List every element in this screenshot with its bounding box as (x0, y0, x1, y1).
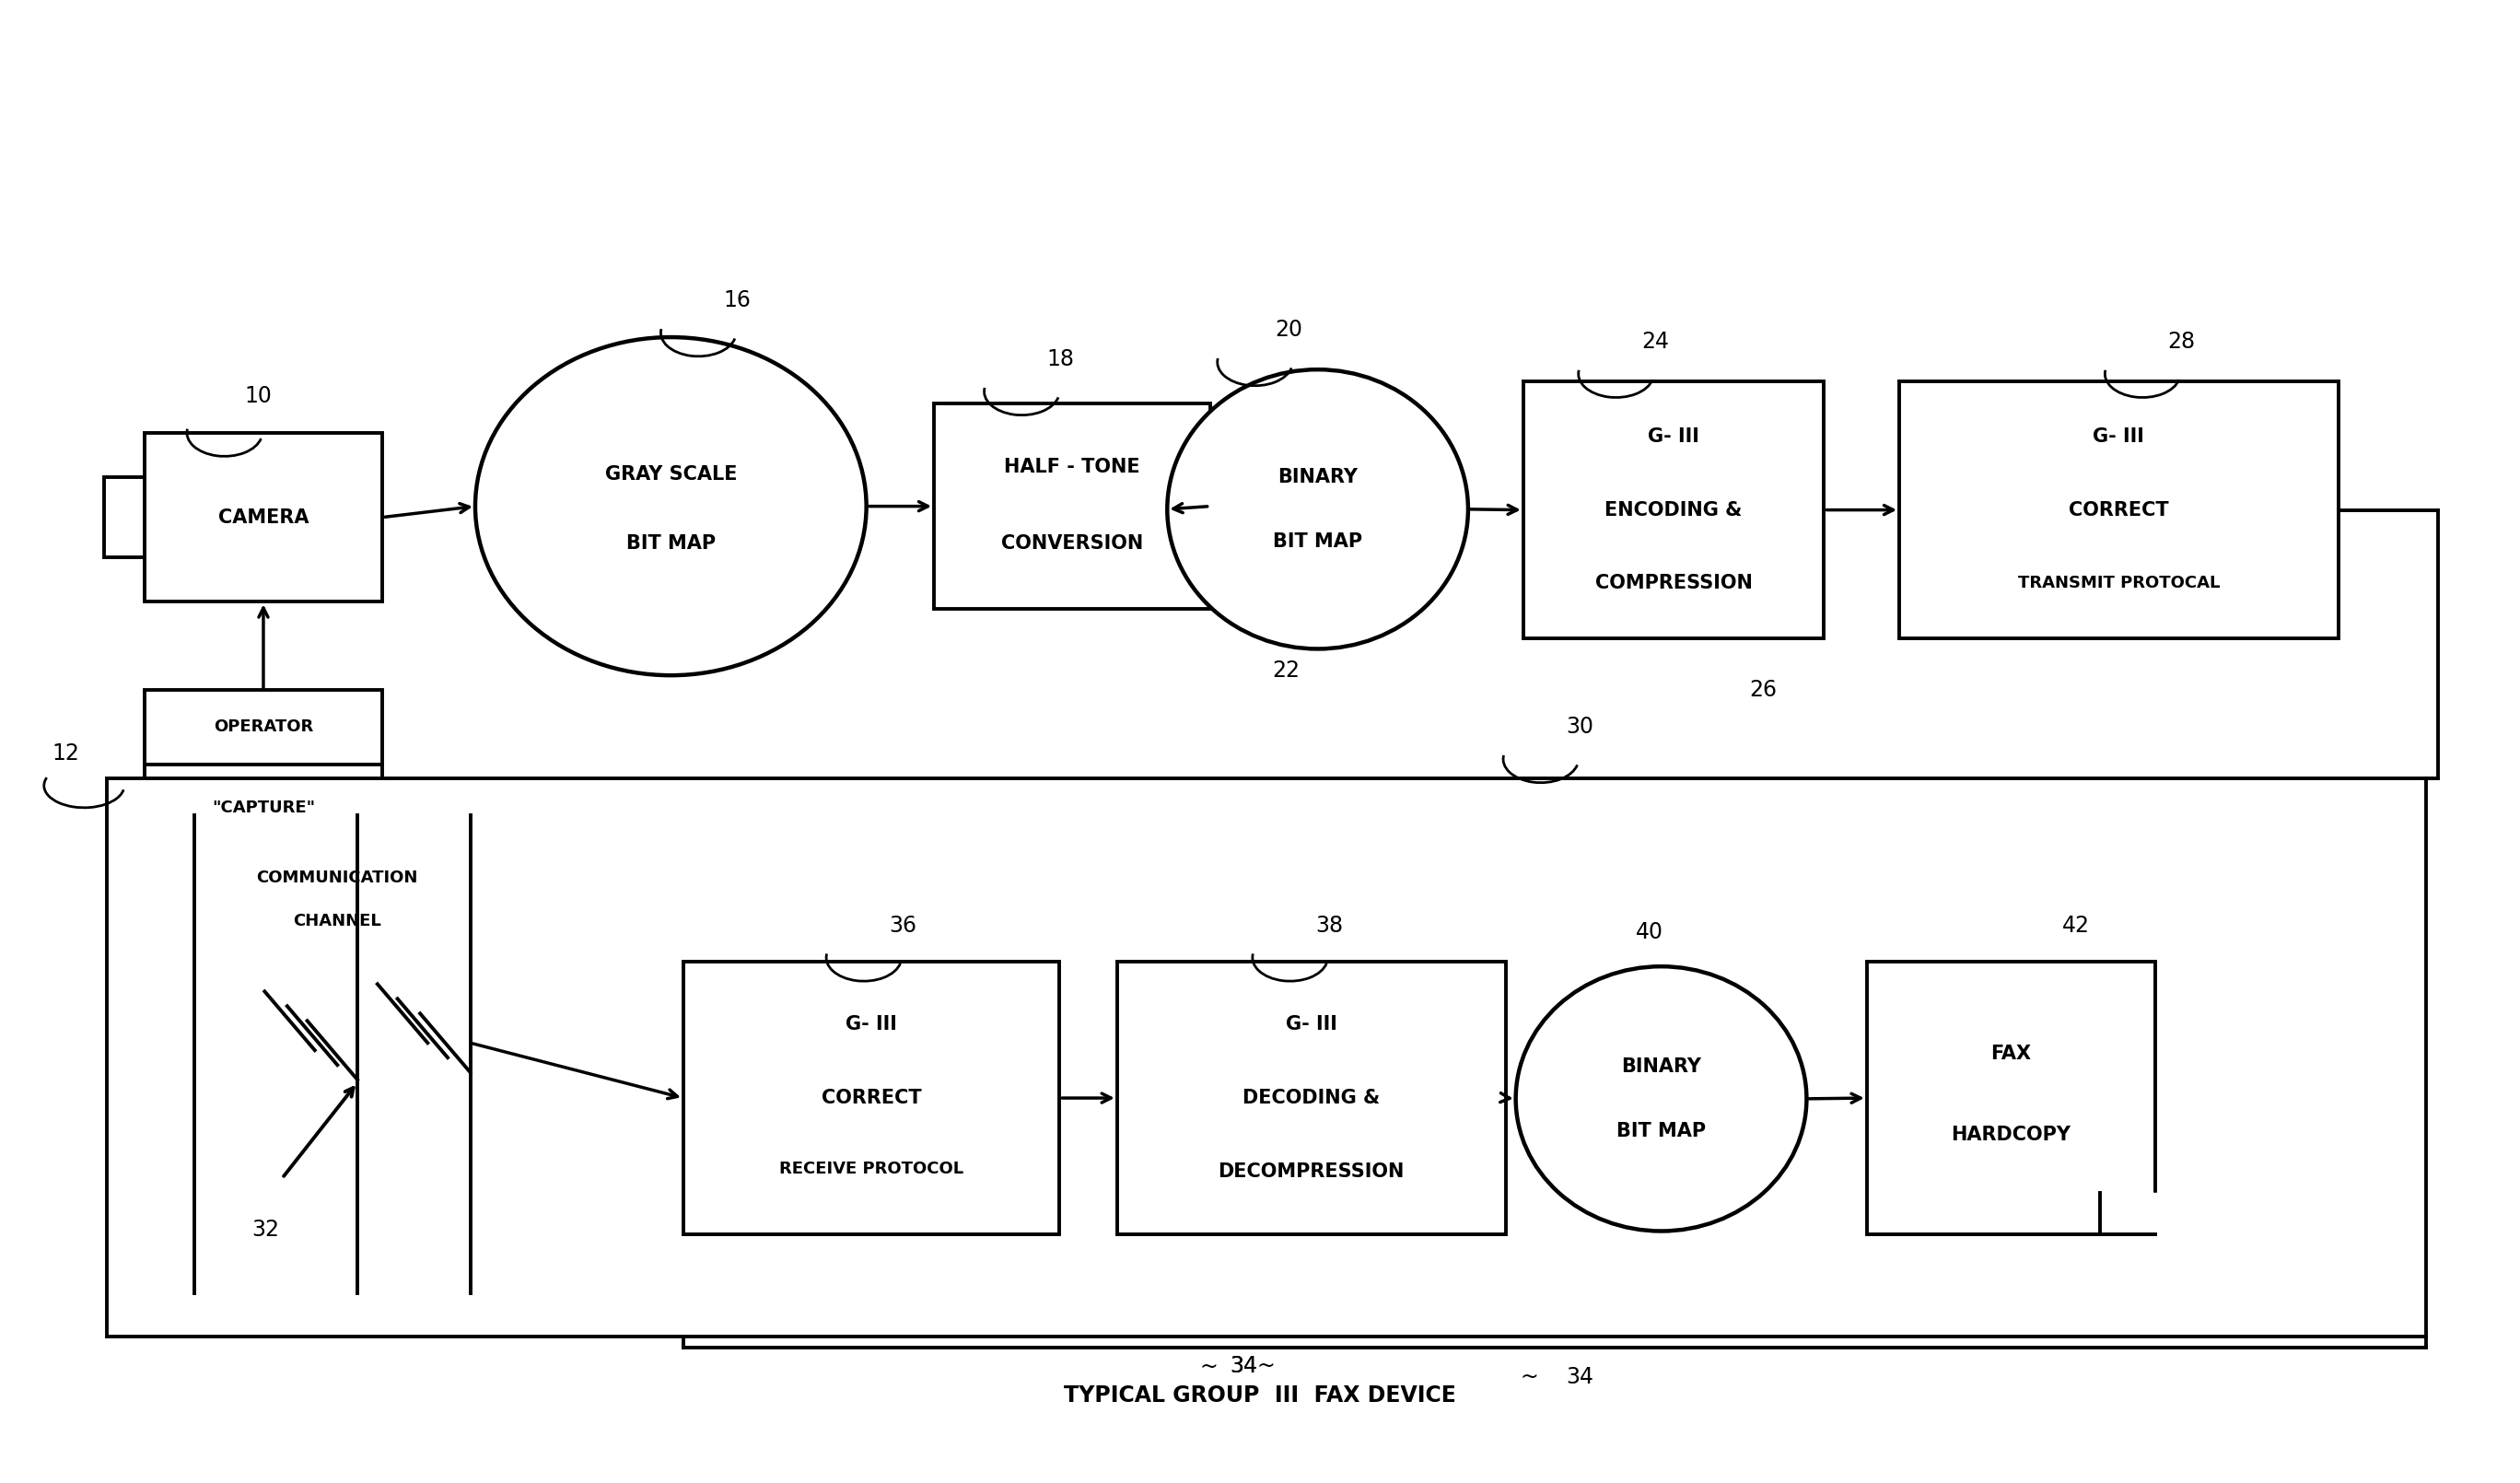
Text: 20: 20 (1275, 319, 1303, 341)
Text: 26: 26 (1749, 679, 1777, 701)
Text: 34: 34 (1230, 1355, 1257, 1378)
Text: COMMUNICATION: COMMUNICATION (257, 871, 418, 887)
Polygon shape (2099, 1192, 2160, 1237)
Text: FAX: FAX (1991, 1044, 2031, 1063)
Bar (103, 478, 144, 558)
Ellipse shape (1515, 967, 1807, 1231)
Text: 12: 12 (50, 742, 78, 764)
Bar (935, 403, 1210, 610)
Text: 30: 30 (1565, 716, 1593, 739)
Text: DECOMPRESSION: DECOMPRESSION (1217, 1163, 1404, 1180)
Ellipse shape (1167, 369, 1469, 650)
Text: ENCODING &: ENCODING & (1605, 501, 1741, 519)
Text: 18: 18 (1046, 349, 1074, 371)
Text: 34: 34 (1565, 1366, 1593, 1388)
Text: 38: 38 (1315, 914, 1343, 936)
Text: 16: 16 (723, 289, 751, 311)
Text: BIT MAP: BIT MAP (625, 534, 716, 552)
Text: HARDCOPY: HARDCOPY (1950, 1126, 2071, 1143)
Text: G- III: G- III (847, 1016, 897, 1034)
Text: 22: 22 (1273, 660, 1300, 682)
Text: ~: ~ (1520, 1366, 1540, 1388)
Bar (1116, 962, 1507, 1234)
Bar (1867, 962, 2155, 1234)
Text: TRANSMIT PROTOCAL: TRANSMIT PROTOCAL (2019, 575, 2220, 592)
Bar (106, 779, 2427, 1338)
Text: 40: 40 (1635, 921, 1663, 943)
Text: G- III: G- III (1285, 1016, 1338, 1034)
Text: CHANNEL: CHANNEL (292, 912, 381, 930)
Bar (144, 690, 383, 844)
Text: G- III: G- III (1648, 427, 1698, 446)
Text: ~: ~ (1200, 1355, 1217, 1378)
Text: CORRECT: CORRECT (2069, 501, 2170, 519)
Text: 32: 32 (252, 1219, 280, 1241)
Text: 10: 10 (244, 386, 272, 406)
Text: GRAY SCALE: GRAY SCALE (605, 464, 736, 483)
Text: TYPICAL GROUP  III  FAX DEVICE: TYPICAL GROUP III FAX DEVICE (1063, 1385, 1457, 1407)
Text: RECEIVE PROTOCOL: RECEIVE PROTOCOL (779, 1160, 963, 1178)
Text: 34~: 34~ (1230, 1355, 1275, 1378)
Text: OPERATOR: OPERATOR (214, 719, 312, 736)
Text: BIT MAP: BIT MAP (1273, 532, 1363, 550)
Text: 28: 28 (2167, 331, 2195, 353)
Bar (1900, 381, 2339, 639)
Text: BIT MAP: BIT MAP (1615, 1123, 1706, 1140)
Text: DECODING &: DECODING & (1242, 1089, 1381, 1108)
Text: BINARY: BINARY (1278, 467, 1358, 486)
Text: CORRECT: CORRECT (822, 1089, 922, 1108)
Text: BINARY: BINARY (1620, 1057, 1701, 1075)
Ellipse shape (476, 337, 867, 675)
Text: "CAPTURE": "CAPTURE" (212, 799, 315, 816)
Text: 42: 42 (2061, 914, 2089, 936)
Text: 24: 24 (1641, 331, 1668, 353)
Text: CAMERA: CAMERA (219, 509, 310, 526)
Text: 36: 36 (890, 914, 917, 936)
Text: G- III: G- III (2094, 427, 2145, 446)
Text: COMPRESSION: COMPRESSION (1595, 574, 1751, 593)
Text: CONVERSION: CONVERSION (1000, 534, 1144, 552)
Text: HALF - TONE: HALF - TONE (1003, 457, 1139, 476)
Bar (1522, 381, 1824, 639)
Bar (144, 433, 383, 602)
Bar (683, 962, 1058, 1234)
